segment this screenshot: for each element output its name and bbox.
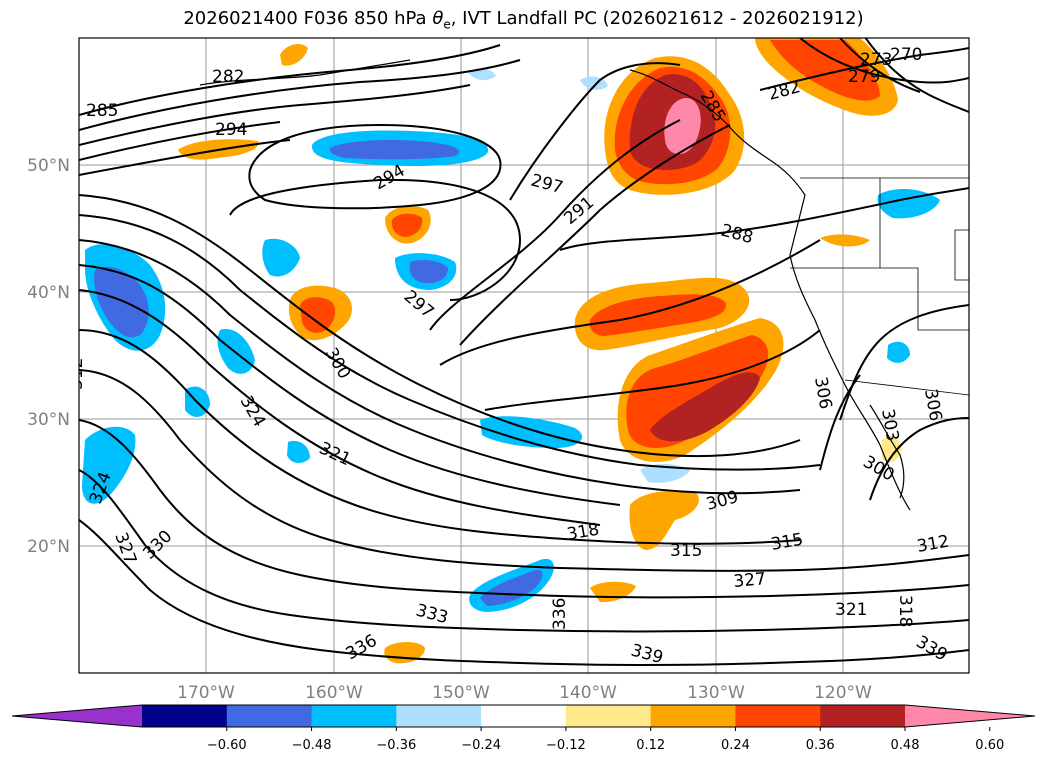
title-prefix: 2026021400 F036 850 hPa	[183, 8, 433, 29]
pos-region-pnw-core	[664, 97, 701, 155]
colorbar-tick-label: 0.12	[636, 738, 665, 753]
colorbar-ticks: −0.60 −0.48 −0.36 −0.24 −0.12 0.12 0.24 0.36 0.4…	[207, 727, 1004, 753]
title-theta: θ	[432, 8, 444, 29]
colorbar-tick-label: 0.60	[975, 738, 1004, 753]
pos-region-spot-1-inner	[300, 297, 336, 333]
colorbar-segment	[650, 705, 736, 727]
neg-region-spot-2	[262, 238, 300, 277]
pos-region-spot-3	[629, 490, 699, 550]
colorbar: −0.60 −0.48 −0.36 −0.24 −0.12 0.12 0.24 0.36 0.4…	[11, 704, 1036, 753]
contour-label-282: 282	[212, 67, 244, 87]
shaded-regions	[82, 38, 940, 664]
colorbar-segment	[226, 705, 313, 727]
pos-region-plume-inner	[650, 372, 760, 442]
colorbar-tick-label: −0.36	[376, 738, 416, 753]
contour-label-285: 285	[86, 101, 118, 121]
colorbar-segment	[396, 705, 482, 727]
colorbar-segment	[820, 705, 906, 727]
contour-label-315-a: 315	[670, 541, 702, 561]
theta-e-contours	[79, 38, 969, 667]
neg-region-spot-8	[468, 68, 496, 81]
colorbar-extend-min	[12, 705, 142, 727]
contour-label-336-b: 336	[550, 598, 570, 630]
colorbar-tick-label: −0.48	[292, 738, 332, 753]
colorbar-outline	[11, 704, 1036, 728]
contour-label-312: 312	[67, 358, 87, 390]
borders	[790, 177, 969, 396]
neg-region-central	[480, 416, 583, 448]
colorbar-segment	[481, 705, 567, 727]
colorbar-tick-label: −0.12	[546, 738, 586, 753]
contour-label-294-a: 294	[215, 120, 247, 140]
colorbar-tick-label: −0.24	[461, 738, 501, 753]
map-title: 2026021400 F036 850 hPa θe, IVT Landfall…	[0, 8, 1047, 32]
pos-region-spot-9	[280, 44, 308, 66]
neg-region-spot-4	[887, 341, 910, 363]
lon-label-170w: 170°W	[177, 683, 235, 703]
lon-label-140w: 140°W	[559, 683, 617, 703]
lat-label-50n: 50°N	[27, 156, 70, 176]
neg-region-spot-1	[217, 329, 255, 374]
colorbar-segment	[565, 705, 652, 727]
neg-region-west-inner	[94, 266, 149, 338]
colorbar-extend-max	[905, 705, 1035, 727]
longitude-labels: 170°W 160°W 150°W 140°W 130°W 120°W	[177, 683, 872, 703]
colorbar-segment	[311, 705, 397, 727]
contour-label-318-b: 318	[895, 595, 915, 627]
colorbar-segments	[11, 704, 1036, 728]
colorbar-segment	[735, 705, 821, 727]
neg-region-south-inner	[480, 569, 543, 606]
lon-label-160w: 160°W	[305, 683, 363, 703]
colorbar-segment	[142, 705, 228, 727]
colorbar-tick-label: 0.24	[721, 738, 750, 753]
contour-label-327-b: 327	[733, 569, 767, 592]
neg-region-north-inner	[329, 140, 459, 160]
colorbar-tick-label: −0.60	[207, 738, 247, 753]
pos-region-spot-7	[820, 234, 870, 247]
latitude-labels: 50°N 40°N 30°N 20°N	[27, 156, 70, 557]
neg-region-sw	[82, 426, 136, 504]
neg-region-mid-inner	[409, 260, 448, 284]
pos-region-ne-inner	[770, 40, 880, 101]
colorbar-tick-label: 0.48	[891, 738, 920, 753]
neg-region-spot-6	[287, 440, 310, 464]
lat-label-30n: 30°N	[27, 410, 70, 430]
lat-label-40n: 40°N	[27, 283, 70, 303]
lat-label-20n: 20°N	[27, 537, 70, 557]
lon-label-120w: 120°W	[814, 683, 872, 703]
lon-label-130w: 130°W	[687, 683, 745, 703]
contour-label-279: 279	[848, 67, 880, 87]
contour-label-273: 273	[860, 50, 892, 70]
pos-region-spot-8	[882, 435, 902, 463]
pos-region-central-inner	[589, 294, 726, 336]
contour-label-270: 270	[890, 45, 922, 65]
colorbar-tick-label: 0.36	[806, 738, 835, 753]
coastlines	[199, 59, 911, 511]
pos-region-spot-2-inner	[391, 213, 423, 237]
map-frame	[78, 37, 970, 674]
lon-label-150w: 150°W	[432, 683, 490, 703]
title-suffix: , IVT Landfall PC (2026021612 - 20260219…	[450, 8, 864, 29]
title-theta-sub: e	[443, 17, 451, 32]
contour-label-321-b: 321	[835, 600, 867, 620]
